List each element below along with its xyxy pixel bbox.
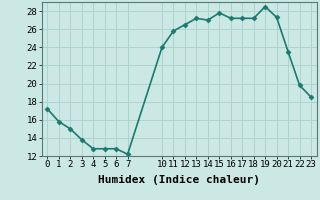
X-axis label: Humidex (Indice chaleur): Humidex (Indice chaleur) [98,175,260,185]
